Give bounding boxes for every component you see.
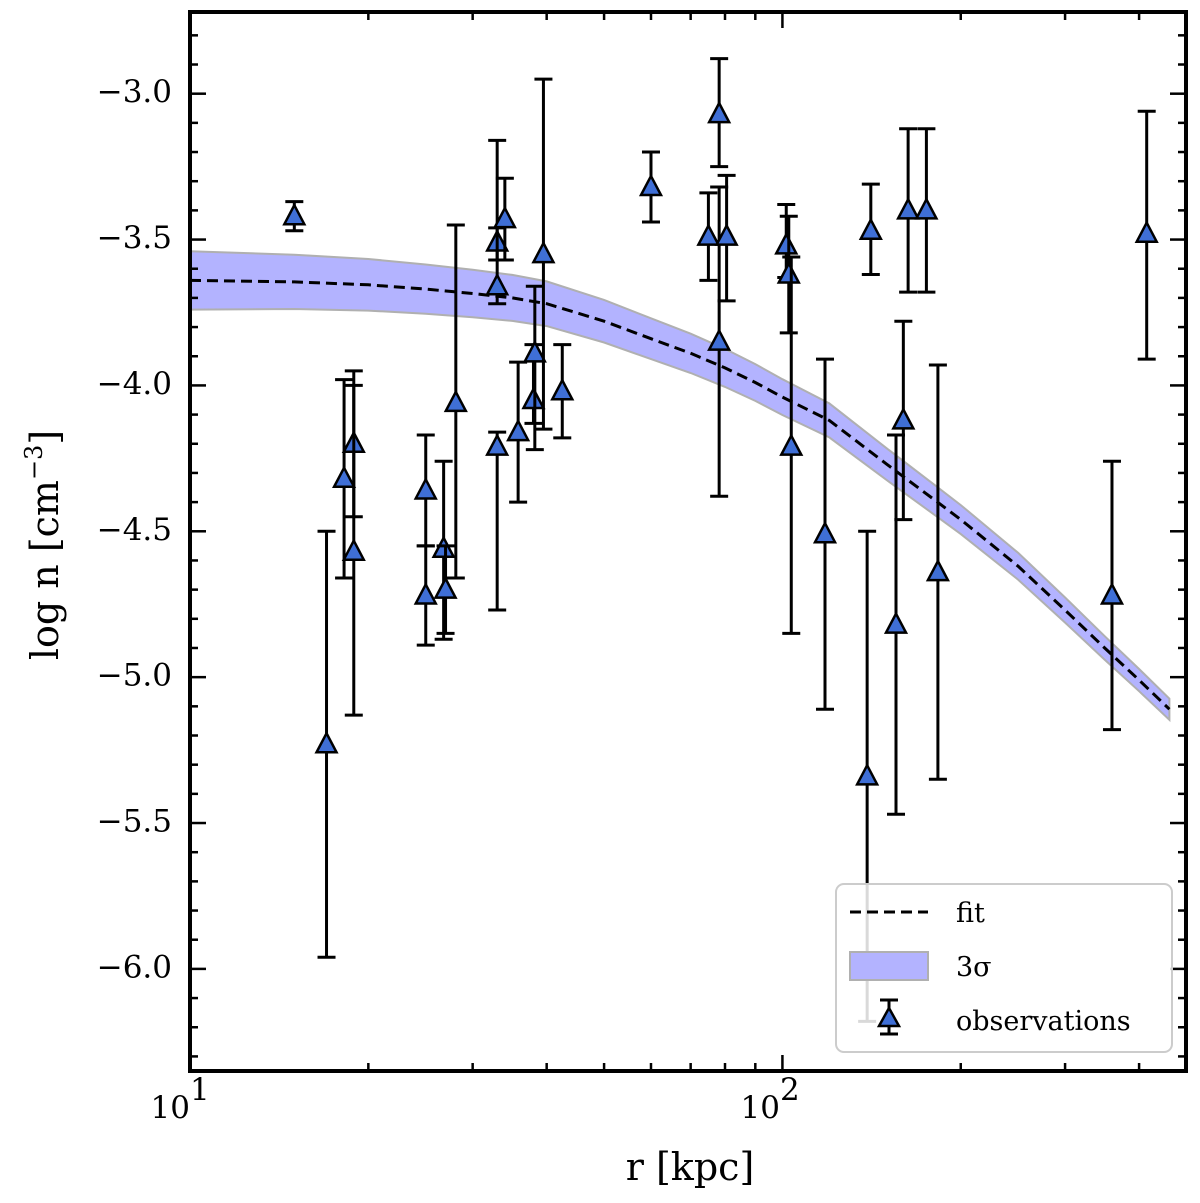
observation-point	[506, 360, 531, 504]
observation-point	[282, 200, 307, 233]
legend-box	[835, 883, 1173, 1053]
x-tick-label-100: 10 2	[741, 1072, 800, 1126]
observation-marker	[413, 476, 438, 500]
legend-observations-swatch	[876, 998, 902, 1036]
observation-marker	[506, 418, 531, 442]
observation-point	[891, 319, 916, 522]
observation-marker	[891, 406, 916, 430]
fit-line	[190, 278, 1171, 711]
observation-marker	[550, 377, 575, 401]
observation-point	[341, 383, 366, 717]
y-axis-label-exponent: −3	[20, 445, 48, 480]
observation-marker	[332, 465, 357, 489]
observation-point	[443, 223, 468, 580]
y-axis-label-text: log n [cm	[23, 480, 67, 660]
x-tick-label-base: 10	[741, 1090, 780, 1126]
legend-fit-label: fit	[956, 898, 985, 929]
y-tick-label: −3.0	[97, 74, 172, 110]
y-axis-label: log n [cm−3]	[20, 430, 67, 660]
observation-marker	[914, 196, 939, 220]
y-tick-label: −3.5	[97, 220, 172, 256]
y-tick-label: −6.0	[97, 949, 172, 985]
observation-marker	[774, 231, 799, 255]
observation-marker	[443, 389, 468, 413]
legend-band-swatch	[849, 951, 929, 981]
observation-marker	[413, 581, 438, 605]
observation-point	[522, 284, 547, 452]
band-3sigma	[190, 250, 1171, 723]
legend-observations-label: observations	[956, 1006, 1131, 1037]
y-tick-label: −5.0	[97, 658, 172, 694]
observation-point	[776, 214, 801, 335]
x-tick-label-exponent: 1	[190, 1072, 210, 1108]
observation-point	[696, 191, 721, 282]
observation-marker	[855, 762, 880, 786]
observation-point	[714, 173, 739, 303]
observations-layer	[282, 57, 1159, 1023]
y-tick-label: −4.0	[97, 366, 172, 402]
observation-point	[413, 544, 438, 647]
observation-marker	[485, 433, 510, 456]
observation-marker	[433, 575, 458, 599]
y-tick-label: −5.5	[97, 804, 172, 840]
observation-marker	[883, 610, 909, 634]
observation-marker	[282, 202, 307, 226]
observation-point	[896, 127, 921, 294]
observation-marker	[1134, 220, 1159, 243]
legend-band-label: 3σ	[956, 952, 992, 983]
observation-point	[332, 378, 357, 580]
observation-marker	[707, 327, 732, 351]
x-tick-label-base: 10	[151, 1090, 190, 1126]
observation-marker	[858, 217, 883, 241]
y-axis-label-close: ]	[23, 430, 67, 445]
x-tick-label-exponent: 2	[780, 1072, 800, 1108]
observation-marker	[341, 538, 366, 561]
observation-marker	[896, 196, 921, 220]
observation-marker	[696, 222, 721, 246]
observation-point	[485, 430, 510, 612]
observation-point	[1099, 459, 1125, 732]
observation-marker	[522, 339, 547, 363]
observation-point	[812, 357, 838, 711]
observation-marker	[531, 240, 556, 264]
observation-point	[492, 176, 517, 262]
observation-marker	[485, 272, 510, 296]
observation-point	[433, 544, 458, 635]
observation-marker	[638, 173, 664, 197]
axes-frame	[188, 10, 1188, 1073]
observation-point	[531, 77, 556, 431]
observation-point	[550, 343, 575, 440]
x-tick-label-10: 10 1	[151, 1072, 210, 1126]
observation-point	[707, 57, 732, 169]
y-tick-label: −4.5	[97, 512, 172, 548]
legend: fit 3σ observations	[835, 883, 1173, 1053]
observation-marker	[779, 433, 804, 456]
observation-point	[858, 182, 883, 277]
y-tick-labels: −3.0 −3.5 −4.0 −4.5 −5.0 −5.5 −6.0	[97, 74, 172, 985]
observation-marker	[314, 730, 339, 754]
observation-marker	[925, 558, 950, 582]
observation-marker	[812, 520, 838, 544]
observation-marker	[1099, 581, 1125, 605]
observation-point	[314, 529, 339, 959]
x-axis-label: r [kpc]	[626, 1145, 755, 1189]
observation-marker	[707, 100, 732, 124]
observation-point	[1134, 109, 1159, 361]
observation-point	[779, 255, 804, 635]
observation-marker	[492, 205, 517, 229]
observation-point	[914, 127, 939, 294]
observation-point	[925, 363, 950, 781]
observation-point	[638, 150, 664, 224]
observation-marker	[714, 222, 739, 246]
observation-marker	[776, 260, 801, 284]
